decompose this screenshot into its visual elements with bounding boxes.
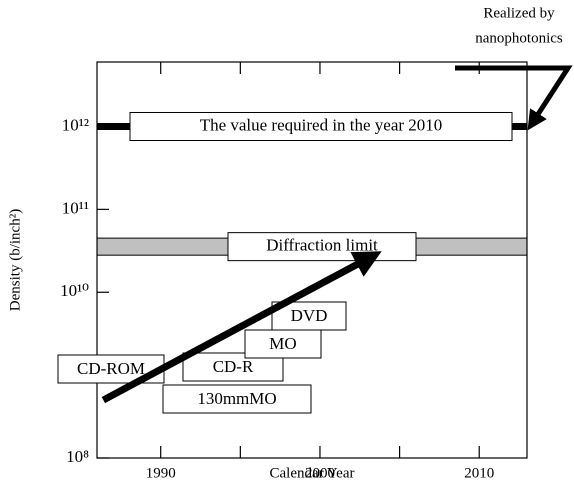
y-axis-label: Density (b/inch²) — [7, 209, 23, 311]
x-axis-label: Calendar Year — [270, 465, 355, 481]
required-label: The value required in the year 2010 — [200, 115, 443, 134]
media-label: CD-R — [213, 357, 254, 376]
x-tick-label: 2010 — [464, 465, 494, 481]
note-line: Realized by — [483, 5, 555, 21]
label-box — [244, 329, 322, 359]
media-label: 130mmMO — [197, 389, 276, 408]
note-line: nanophotonics — [475, 30, 563, 46]
media-label: DVD — [291, 306, 328, 325]
x-tick-label: 1990 — [146, 465, 176, 481]
y-tick-label: 10⁸ — [66, 447, 89, 466]
x-tick-label: 2000 — [305, 465, 335, 481]
trend-arrow — [101, 251, 382, 404]
media-label: CD-ROM — [77, 359, 145, 378]
label-box — [129, 111, 513, 141]
y-tick-label: 10¹² — [62, 115, 89, 134]
label-box — [227, 232, 417, 262]
y-tick-label: 10¹¹ — [62, 198, 89, 217]
label-box — [162, 384, 312, 414]
media-label: MO — [269, 334, 296, 353]
plot-frame — [96, 61, 528, 459]
y-tick-label: 10¹⁰ — [60, 281, 89, 300]
note-arrow — [455, 65, 573, 131]
diffraction-label: Diffraction limit — [266, 236, 378, 255]
